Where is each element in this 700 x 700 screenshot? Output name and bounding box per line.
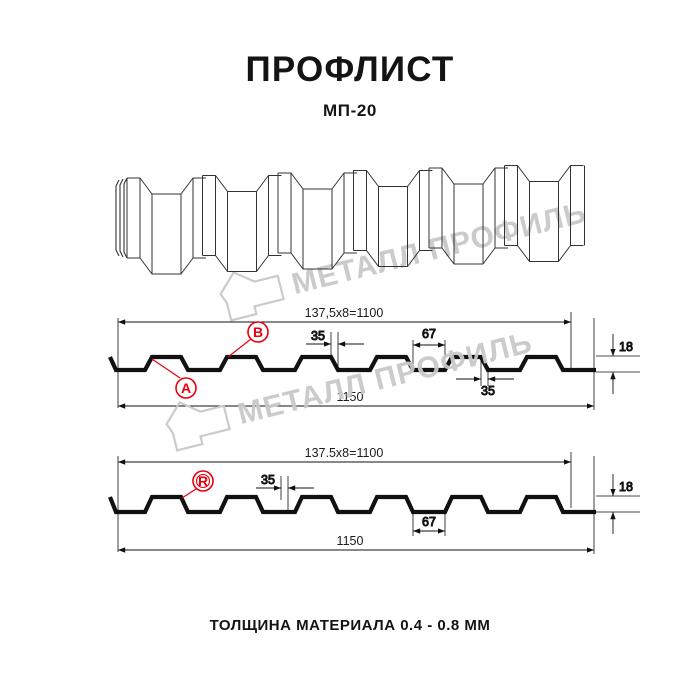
dimension-valley-67-bottom: 67 bbox=[412, 512, 446, 536]
dimension-text-rib-35-top: 35 bbox=[311, 329, 325, 343]
isometric-profile-view bbox=[115, 165, 585, 275]
section-view-bottom: 137.5x8=1100 1150 35 67 bbox=[108, 446, 640, 554]
dimension-text-flat-67-top: 67 bbox=[422, 327, 436, 341]
dimension-rib-35-top: 35 bbox=[306, 329, 364, 372]
footer-note: ТОЛЩИНА МАТЕРИАЛА 0.4 - 0.8 ММ bbox=[209, 617, 491, 634]
dimension-flat-67-top: 67 bbox=[412, 327, 446, 372]
dimension-overall-top-2: 137.5x8=1100 bbox=[118, 446, 571, 465]
dimension-height-18-top: 18 bbox=[596, 334, 640, 394]
dimension-valley-35-top: 35 bbox=[456, 358, 514, 399]
dimension-text-rib-35-bottom: 35 bbox=[261, 473, 275, 487]
dimension-text-overall-bottom-2: 1150 bbox=[337, 534, 364, 548]
dimension-text-height-18-bottom: 18 bbox=[619, 480, 633, 494]
dimension-text-overall-bottom-1: 1150 bbox=[337, 390, 364, 404]
callout-r-label: R bbox=[198, 473, 208, 489]
dimension-height-18-bottom: 18 bbox=[596, 474, 640, 534]
watermark-text-2: МЕТАЛЛ ПРОФИЛЬ bbox=[234, 326, 535, 431]
dimension-overall-bottom-2: 1150 bbox=[118, 534, 594, 553]
callout-r: R bbox=[181, 470, 214, 499]
callout-a: A bbox=[151, 358, 197, 399]
dimension-overall-top-1: 137,5x8=1100 bbox=[118, 306, 571, 325]
callout-b: B bbox=[227, 321, 269, 358]
watermark-isometric: МЕТАЛЛ ПРОФИЛЬ bbox=[219, 196, 590, 322]
callout-a-label: A bbox=[181, 380, 191, 396]
dimension-text-height-18-top: 18 bbox=[619, 340, 633, 354]
page-subtitle: МП-20 bbox=[323, 101, 377, 120]
dimension-rib-35-bottom: 35 bbox=[256, 473, 314, 512]
section-view-top: 137,5x8=1100 1150 35 67 bbox=[108, 306, 640, 410]
dimension-overall-bottom-1: 1150 bbox=[118, 390, 594, 409]
callout-b-label: B bbox=[253, 324, 263, 340]
title-block: ПРОФЛИСТ МП-20 bbox=[0, 52, 700, 121]
page-title: ПРОФЛИСТ bbox=[245, 50, 455, 89]
dimension-text-valley-35-top: 35 bbox=[481, 384, 495, 398]
dimension-text-valley-67-bottom: 67 bbox=[422, 515, 436, 529]
dimension-text-overall-top-2: 137.5x8=1100 bbox=[305, 446, 384, 460]
dimension-text-overall-top-1: 137,5x8=1100 bbox=[305, 306, 384, 320]
profile-outline-bottom bbox=[108, 494, 596, 515]
